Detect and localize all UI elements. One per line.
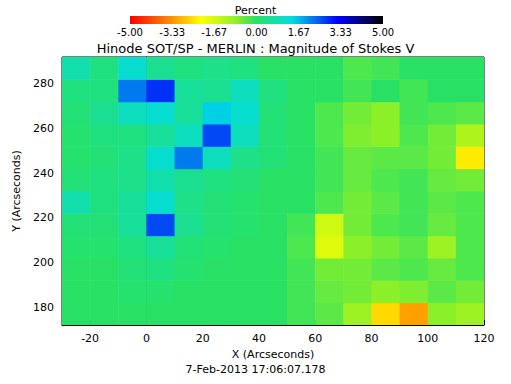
svg-text:3.33: 3.33 bbox=[330, 27, 352, 38]
svg-text:120: 120 bbox=[474, 332, 495, 345]
svg-text:-5.00: -5.00 bbox=[117, 27, 143, 38]
svg-text:20: 20 bbox=[196, 332, 210, 345]
svg-text:40: 40 bbox=[252, 332, 266, 345]
svg-text:260: 260 bbox=[33, 122, 54, 135]
svg-text:-1.67: -1.67 bbox=[201, 27, 227, 38]
svg-text:-3.33: -3.33 bbox=[159, 27, 185, 38]
svg-text:60: 60 bbox=[308, 332, 322, 345]
svg-text:80: 80 bbox=[364, 332, 378, 345]
svg-text:0: 0 bbox=[143, 332, 150, 345]
svg-text:280: 280 bbox=[33, 77, 54, 90]
svg-text:0.00: 0.00 bbox=[245, 27, 267, 38]
svg-text:5.00: 5.00 bbox=[372, 27, 394, 38]
svg-text:Y (Arcseconds): Y (Arcseconds) bbox=[10, 150, 23, 233]
svg-text:1.67: 1.67 bbox=[288, 27, 310, 38]
svg-text:Hinode SOT/SP - MERLIN : Magni: Hinode SOT/SP - MERLIN : Magnitude of St… bbox=[97, 41, 415, 56]
svg-text:X (Arcseconds): X (Arcseconds) bbox=[232, 348, 314, 361]
svg-text:200: 200 bbox=[33, 256, 54, 269]
svg-text:7-Feb-2013 17:06:07.178: 7-Feb-2013 17:06:07.178 bbox=[186, 363, 326, 376]
svg-text:Percent: Percent bbox=[235, 4, 277, 17]
svg-text:240: 240 bbox=[33, 167, 54, 180]
svg-text:100: 100 bbox=[417, 332, 438, 345]
svg-text:180: 180 bbox=[33, 301, 54, 314]
svg-text:-20: -20 bbox=[81, 332, 99, 345]
svg-text:220: 220 bbox=[33, 211, 54, 224]
